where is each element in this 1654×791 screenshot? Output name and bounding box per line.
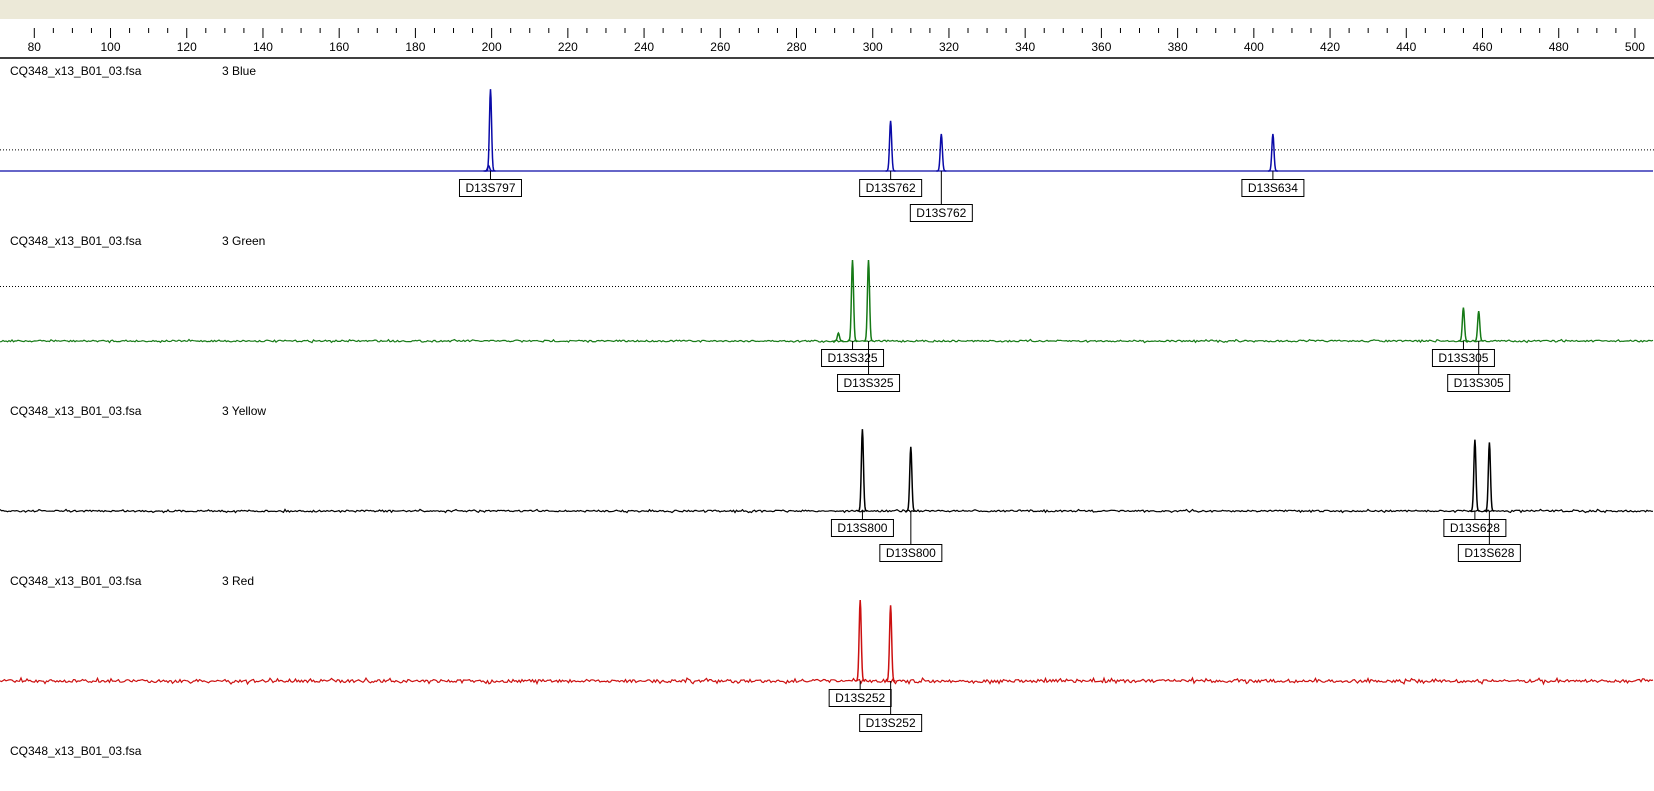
peak — [1268, 134, 1278, 171]
toolbar-band — [0, 0, 1654, 19]
peak — [1484, 442, 1494, 511]
ruler-tick-label: 400 — [1244, 40, 1264, 54]
allele-label: D13S252 — [835, 691, 885, 705]
ruler-tick-label: 200 — [482, 40, 502, 54]
ruler-tick-label: 300 — [863, 40, 883, 54]
ruler-tick-label: 120 — [177, 40, 197, 54]
ruler-tick-label: 460 — [1472, 40, 1492, 54]
peak — [855, 600, 865, 681]
allele-label: D13S305 — [1454, 376, 1504, 390]
allele-label: D13S800 — [837, 521, 887, 535]
peak — [833, 333, 843, 341]
trace-dye-name: 3 Yellow — [222, 404, 266, 418]
peak — [486, 89, 496, 171]
trace-baseline — [0, 509, 1653, 512]
trace-dye-name: 3 Blue — [222, 64, 256, 78]
trace-baseline — [0, 339, 1653, 342]
trace-file-name: CQ348_x13_B01_03.fsa — [10, 744, 142, 758]
ruler-tick-label: 280 — [786, 40, 806, 54]
ruler-tick-label: 320 — [939, 40, 959, 54]
ruler-tick-label: 160 — [329, 40, 349, 54]
allele-label: D13S797 — [465, 181, 515, 195]
ruler-tick-label: 500 — [1625, 40, 1645, 54]
peak — [857, 429, 867, 511]
allele-label: D13S628 — [1450, 521, 1500, 535]
allele-label: D13S800 — [886, 546, 936, 560]
ruler-tick-label: 220 — [558, 40, 578, 54]
peak — [936, 134, 946, 171]
trace-dye-name: 3 Red — [222, 574, 254, 588]
allele-label: D13S762 — [866, 181, 916, 195]
allele-label: D13S252 — [866, 716, 916, 730]
ruler-tick-label: 100 — [101, 40, 121, 54]
trace-dye-name: 3 Green — [222, 234, 265, 248]
ruler-tick-label: 140 — [253, 40, 273, 54]
trace-file-name: CQ348_x13_B01_03.fsa — [10, 574, 142, 588]
peak — [886, 605, 896, 681]
peak — [1474, 311, 1484, 341]
ruler-tick-label: 260 — [710, 40, 730, 54]
ruler-tick-label: 360 — [1091, 40, 1111, 54]
ruler-tick-label: 180 — [405, 40, 425, 54]
allele-label: D13S305 — [1438, 351, 1488, 365]
allele-label: D13S762 — [916, 206, 966, 220]
peak — [1470, 440, 1480, 511]
trace-file-name: CQ348_x13_B01_03.fsa — [10, 404, 142, 418]
allele-label: D13S634 — [1248, 181, 1298, 195]
ruler-tick-label: 80 — [28, 40, 42, 54]
allele-label: D13S628 — [1464, 546, 1514, 560]
allele-label: D13S325 — [844, 376, 894, 390]
ruler-tick-label: 240 — [634, 40, 654, 54]
peak — [864, 260, 874, 341]
peak — [886, 121, 896, 171]
ruler-tick-label: 340 — [1015, 40, 1035, 54]
peak — [848, 260, 858, 341]
ruler-tick-label: 420 — [1320, 40, 1340, 54]
ruler-tick-label: 440 — [1396, 40, 1416, 54]
ruler-tick-label: 380 — [1168, 40, 1188, 54]
ruler-tick-label: 480 — [1549, 40, 1569, 54]
peak — [1458, 308, 1468, 341]
allele-label: D13S325 — [828, 351, 878, 365]
trace-baseline — [0, 678, 1653, 684]
peak — [906, 447, 916, 511]
trace-file-name: CQ348_x13_B01_03.fsa — [10, 234, 142, 248]
trace-file-name: CQ348_x13_B01_03.fsa — [10, 64, 142, 78]
